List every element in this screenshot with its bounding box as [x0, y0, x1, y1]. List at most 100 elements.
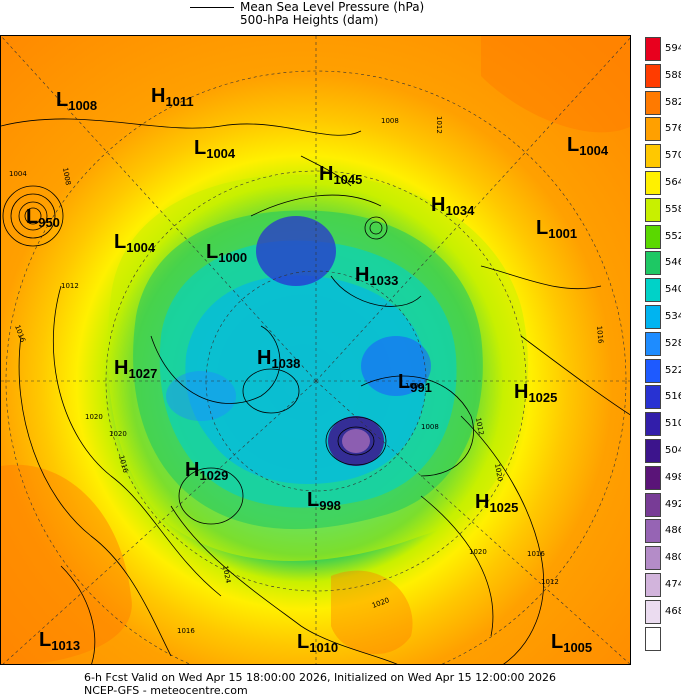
colorbar-swatch: [645, 37, 661, 61]
colorbar-swatch: [645, 171, 661, 195]
isobar-label: 1012: [61, 282, 79, 290]
weather-map-svg: L1008 H1011 L1004 H1045 L1004 L950 L1004…: [1, 36, 630, 664]
colorbar-swatch: [645, 305, 661, 329]
colorbar-swatch: [645, 573, 661, 597]
warm-region-ne: [481, 36, 630, 133]
pressure-system-L: L1010: [297, 631, 338, 655]
pressure-system-L: L991: [398, 371, 432, 395]
colorbar-swatch: [645, 144, 661, 169]
forecast-valid-text: 6-h Fcst Valid on Wed Apr 15 18:00:00 20…: [84, 671, 557, 684]
isobar-label: 1008: [381, 117, 399, 125]
pressure-system-L: L1004: [567, 134, 609, 158]
source-credit: NCEP-GFS - meteocentre.com: [84, 684, 248, 697]
pressure-system-L: L1000: [206, 241, 247, 265]
isobar-label: 1004: [9, 170, 27, 178]
pressure-system-H: H1025: [475, 491, 518, 515]
colorbar-label: 552: [665, 230, 681, 242]
colorbar-swatch: [645, 224, 661, 249]
isobar-label: 1020: [493, 463, 504, 482]
colorbar-swatch: [645, 117, 661, 142]
legend-pressure-row: Mean Sea Level Pressure (hPa): [190, 0, 424, 14]
isobar-label: 1024: [221, 565, 232, 584]
isobar-label: 1012: [474, 417, 485, 436]
colorbar-swatch: [645, 385, 661, 410]
colorbar-label: 516: [665, 391, 681, 403]
pressure-system-L: L1004: [114, 231, 156, 255]
isobar-label: 1020: [85, 413, 103, 421]
colorbar-label: 564: [665, 177, 681, 188]
isobar-label: 1012: [541, 578, 559, 586]
colorbar-swatch: [645, 331, 661, 356]
isobar-label: 1008: [405, 382, 423, 390]
colorbar-swatch: [645, 412, 661, 437]
pressure-system-H: H1027: [114, 357, 157, 381]
height-low-core: [342, 429, 370, 453]
pressure-system-L: L1013: [39, 629, 80, 653]
pressure-system-L: L1005: [551, 631, 592, 655]
pressure-system-labels: L1008 H1011 L1004 H1045 L1004 L950 L1004…: [26, 85, 609, 655]
pressure-system-L: L1004: [194, 137, 236, 161]
colorbar-label: 504: [665, 445, 681, 456]
colorbar-label: 498: [665, 471, 681, 483]
pressure-system-H: H1011: [151, 85, 194, 109]
pressure-system-H: H1045: [319, 163, 362, 187]
colorbar-label: 540: [665, 284, 681, 296]
colorbar-label: 582: [665, 96, 681, 108]
colorbar-swatch: [645, 358, 661, 383]
pressure-system-H: H1033: [355, 264, 398, 288]
colorbar-label: 528: [665, 337, 681, 349]
colorbar-swatch: [645, 492, 661, 517]
pressure-system-H: H1038: [257, 347, 300, 371]
colorbar-label: 558: [665, 203, 681, 215]
isobar-label: 1008: [61, 167, 72, 186]
legend-heights-row: 500-hPa Heights (dam): [190, 13, 378, 27]
warm-region-s: [331, 570, 413, 655]
colorbar-label: 480: [665, 552, 681, 564]
isobar-label: 1012: [435, 116, 443, 134]
colorbar-swatch: [645, 599, 661, 624]
colorbar-label: 474: [665, 579, 681, 590]
colorbar-swatch: [645, 439, 661, 463]
colorbar-swatch: [645, 197, 661, 222]
colorbar-label: 534: [665, 311, 681, 322]
legend-line-swatch: [190, 6, 234, 8]
colorbar-swatch: [645, 90, 661, 115]
height-low-west: [166, 371, 236, 421]
colorbar-label: 510: [665, 418, 681, 430]
warm-region-sw: [1, 464, 132, 664]
isobar-label: 1008: [421, 423, 439, 431]
graticule: [1, 36, 630, 664]
colorbar-label: 468: [665, 605, 681, 617]
colorbar-label: 522: [665, 364, 681, 376]
weather-map: L1008 H1011 L1004 H1045 L1004 L950 L1004…: [0, 35, 631, 665]
colorbar-label: 576: [665, 123, 681, 135]
colorbar-label: 588: [665, 69, 681, 81]
colorbar-swatch: [645, 278, 661, 303]
pressure-system-L: L998: [307, 489, 341, 513]
isobar-label: 1016: [177, 627, 195, 635]
colorbar-label: 594: [665, 43, 681, 54]
colorbar-label: 546: [665, 257, 681, 269]
pressure-system-H: H1029: [185, 459, 228, 483]
colorbar-label: 486: [665, 525, 681, 537]
colorbar-swatch: [645, 251, 661, 276]
isobar-label: 1020: [109, 430, 127, 438]
colorbar-swatch: [645, 546, 661, 571]
footer: 6-h Fcst Valid on Wed Apr 15 18:00:00 20…: [84, 671, 556, 697]
map-legend: Mean Sea Level Pressure (hPa) 500-hPa He…: [190, 0, 490, 32]
isobar-label: 1016: [595, 325, 605, 344]
pressure-system-H: H1025: [514, 381, 557, 405]
isobar-label: 1016: [527, 550, 545, 558]
legend-pressure-label: Mean Sea Level Pressure (hPa): [240, 0, 425, 14]
pressure-system-L: L950: [26, 206, 60, 230]
colorbar-swatch: [645, 465, 661, 490]
legend-heights-label: 500-hPa Heights (dam): [240, 13, 379, 27]
pressure-system-L: L1001: [536, 217, 577, 241]
colorbar-label: 570: [665, 150, 681, 162]
pressure-system-L: L1008: [56, 89, 97, 113]
height-low-north: [256, 216, 336, 286]
colorbar-swatch: [645, 626, 661, 651]
pressure-system-H: H1034: [431, 194, 475, 218]
colorbar-swatch: [645, 519, 661, 544]
isobars: [1, 118, 630, 664]
